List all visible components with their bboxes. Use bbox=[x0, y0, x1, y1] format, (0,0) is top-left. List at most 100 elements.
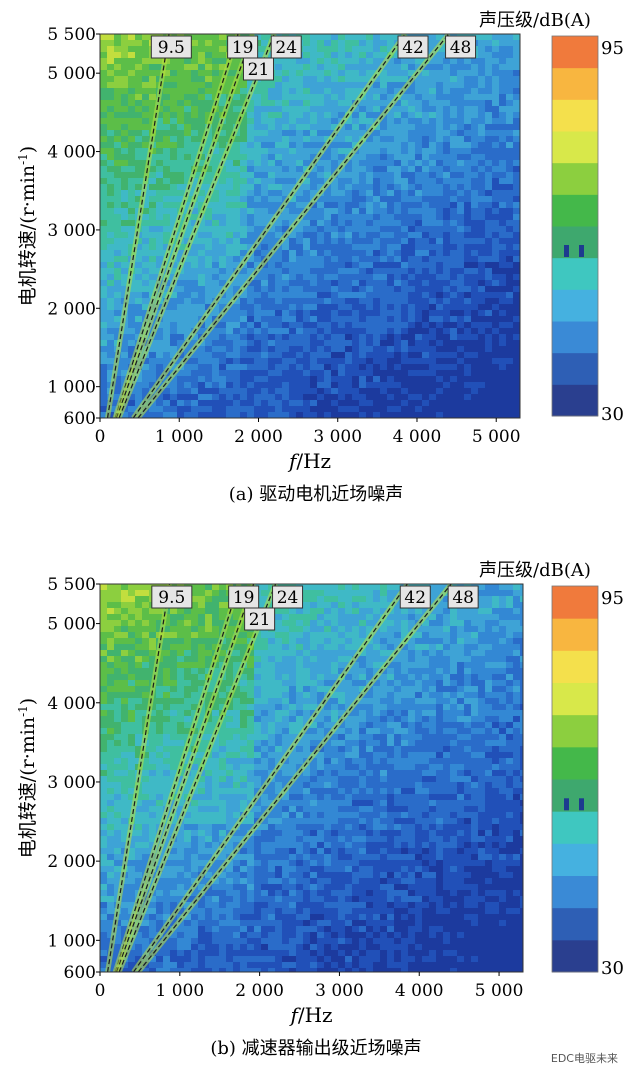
colorbar-segment bbox=[552, 226, 598, 259]
order-label-9.5: 9.5 bbox=[151, 585, 193, 609]
y-tick-label: 2 000 bbox=[47, 299, 96, 319]
order-line-21 bbox=[116, 34, 254, 418]
colorbar-segment bbox=[552, 384, 598, 417]
colorbar-segment bbox=[552, 682, 598, 716]
y-tick-label: 5 000 bbox=[47, 615, 96, 635]
colorbar-segment bbox=[552, 650, 598, 683]
order-lines bbox=[105, 584, 454, 972]
order-label-42: 42 bbox=[397, 35, 429, 59]
svg-text:42: 42 bbox=[402, 38, 424, 58]
spectrogram-field bbox=[100, 584, 523, 972]
order-line-24 bbox=[118, 584, 277, 972]
order-label-48: 48 bbox=[447, 585, 479, 609]
order-label-21: 21 bbox=[244, 607, 276, 631]
x-tick-label: 0 bbox=[95, 981, 106, 1001]
colorbar-segment bbox=[552, 843, 598, 876]
x-tick-label: 1 000 bbox=[155, 427, 204, 447]
colorbar-title: 声压级/dB(A) bbox=[479, 10, 591, 31]
colorbar-segment bbox=[552, 321, 598, 354]
order-line-19 bbox=[114, 34, 239, 418]
order-line-21 bbox=[116, 584, 255, 972]
y-tick-label: 5 000 bbox=[47, 64, 96, 84]
colorbar-max-label: 95 bbox=[601, 38, 624, 59]
order-line-48 bbox=[137, 34, 450, 418]
y-tick-label: 600 bbox=[64, 409, 96, 429]
panel-a: 9.5 19 21 24 42 48 600 1 000 2 000 3 000 4 000 5 00… bbox=[0, 0, 632, 520]
y-tick-label: 1 000 bbox=[47, 931, 96, 951]
order-line-48 bbox=[137, 584, 452, 972]
order-label-42: 42 bbox=[399, 585, 431, 609]
y-tick-label: 4 000 bbox=[47, 694, 96, 714]
x-tick-label: 5 000 bbox=[472, 427, 521, 447]
x-tick-label: 3 000 bbox=[313, 427, 362, 447]
order-label-21: 21 bbox=[242, 57, 274, 81]
order-label-19: 19 bbox=[227, 35, 259, 59]
x-tick-label: 5 000 bbox=[475, 981, 524, 1001]
colorbar bbox=[551, 35, 599, 417]
x-tick-label: 2 000 bbox=[235, 981, 284, 1001]
colorbar-segment bbox=[552, 811, 598, 844]
order-label-24: 24 bbox=[272, 585, 304, 609]
y-tick-label: 4 000 bbox=[47, 143, 96, 163]
y-axis-label: 电机转速/(r·min-1) bbox=[16, 698, 39, 858]
colorbar-segment bbox=[552, 586, 598, 619]
colorbar-segment bbox=[552, 618, 598, 651]
x-tick-label: 4 000 bbox=[393, 427, 442, 447]
colorbar-min-label: 30 bbox=[601, 404, 624, 425]
colorbar-segment bbox=[552, 257, 598, 290]
svg-text:48: 48 bbox=[450, 38, 472, 58]
colorbar bbox=[551, 585, 599, 973]
order-label-19: 19 bbox=[228, 585, 260, 609]
order-line-24 bbox=[118, 34, 275, 418]
colorbar-segment bbox=[552, 746, 598, 780]
colorbar-min-label: 30 bbox=[601, 958, 624, 979]
y-tick-label: 3 000 bbox=[47, 773, 96, 793]
svg-text:21: 21 bbox=[248, 60, 270, 80]
y-tick-label: 600 bbox=[64, 963, 96, 983]
colorbar-title: 声压级/dB(A) bbox=[479, 560, 591, 581]
x-axis-label: f/Hz bbox=[288, 1003, 332, 1027]
colorbar-segment bbox=[552, 131, 598, 164]
colorbar-segment bbox=[552, 194, 598, 227]
panel-b: 9.5 19 21 24 42 48 600 1 000 2 000 3 000 4 000 5 00… bbox=[0, 548, 632, 1072]
colorbar-segment bbox=[552, 162, 598, 195]
watermark: EDC电驱未来 bbox=[550, 1052, 618, 1065]
y-tick-label: 5 500 bbox=[47, 25, 96, 45]
svg-text:24: 24 bbox=[275, 38, 297, 58]
x-axis-label: f/Hz bbox=[287, 449, 331, 473]
order-line-42 bbox=[132, 34, 406, 418]
order-line-9.5 bbox=[106, 34, 170, 418]
y-tick-label: 3 000 bbox=[47, 221, 96, 241]
y-tick-label: 5 500 bbox=[47, 575, 96, 595]
caption-a: (a) 驱动电机近场噪声 bbox=[228, 484, 404, 505]
order-line-19 bbox=[114, 584, 240, 972]
caption-b: (b) 减速器输出级近场噪声 bbox=[210, 1038, 422, 1059]
colorbar-segment bbox=[552, 289, 598, 322]
y-tick-label: 1 000 bbox=[47, 378, 96, 398]
spectrogram-field bbox=[100, 34, 520, 418]
colorbar-segment bbox=[552, 67, 598, 100]
plot-frame bbox=[99, 583, 524, 973]
colorbar-segment bbox=[552, 352, 598, 385]
colorbar-segment bbox=[552, 875, 598, 909]
colorbar-max-label: 95 bbox=[601, 588, 624, 609]
colorbar-segment bbox=[552, 939, 598, 973]
order-lines bbox=[105, 34, 451, 418]
svg-text:19: 19 bbox=[232, 38, 254, 58]
colorbar-segment bbox=[552, 99, 598, 132]
y-tick-label: 2 000 bbox=[47, 852, 96, 872]
x-tick-label: 4 000 bbox=[395, 981, 444, 1001]
colorbar-segment bbox=[552, 714, 598, 748]
order-line-9.5 bbox=[106, 584, 171, 972]
x-tick-label: 3 000 bbox=[315, 981, 364, 1001]
plot-frame bbox=[99, 33, 521, 419]
order-label-24: 24 bbox=[270, 35, 302, 59]
order-label-9.5: 9.5 bbox=[150, 35, 192, 59]
x-tick-label: 1 000 bbox=[155, 981, 204, 1001]
colorbar-segment bbox=[552, 907, 598, 941]
order-label-48: 48 bbox=[445, 35, 477, 59]
svg-text:9.5: 9.5 bbox=[158, 38, 185, 58]
x-tick-label: 2 000 bbox=[234, 427, 283, 447]
